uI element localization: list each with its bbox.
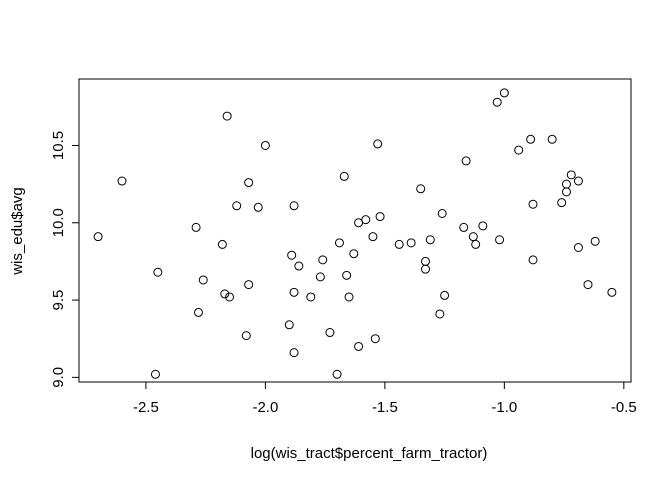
data-point [499, 88, 509, 98]
data-point [153, 267, 163, 277]
data-point [232, 201, 242, 211]
data-point [573, 176, 583, 186]
data-point [241, 331, 251, 341]
x-tick-label: -2.0 [252, 399, 278, 416]
data-point [284, 320, 294, 330]
data-point [244, 280, 254, 290]
data-point [117, 176, 127, 186]
data-point [332, 369, 342, 379]
data-point [437, 208, 447, 218]
data-point [573, 243, 583, 253]
data-point [526, 134, 536, 144]
data-point [294, 261, 304, 271]
data-point [583, 280, 593, 290]
data-point [244, 178, 254, 188]
data-point [193, 307, 203, 317]
data-point [471, 239, 481, 249]
data-point [514, 145, 524, 155]
data-point [566, 170, 576, 180]
data-point [459, 222, 469, 232]
data-point [342, 270, 352, 280]
data-point [435, 309, 445, 319]
y-tick-label: 10.5 [50, 131, 67, 160]
data-point [528, 199, 538, 209]
x-tick-label: -1.0 [491, 399, 517, 416]
data-point [315, 272, 325, 282]
data-point [607, 287, 617, 297]
data-point [318, 255, 328, 265]
data-point [220, 289, 230, 299]
data-point [420, 264, 430, 274]
data-point [344, 292, 354, 302]
data-point [528, 255, 538, 265]
data-point [361, 215, 371, 225]
data-point [561, 187, 571, 197]
data-point [394, 239, 404, 249]
data-point [225, 292, 235, 302]
data-point [590, 236, 600, 246]
data-point [93, 232, 103, 242]
data-point [349, 249, 359, 259]
data-point [222, 111, 232, 121]
data-point [416, 184, 426, 194]
data-point [217, 239, 227, 249]
data-point [325, 328, 335, 338]
data-point [375, 212, 385, 222]
data-point [287, 250, 297, 260]
y-tick-label: 9.0 [50, 367, 67, 388]
data-point [557, 198, 567, 208]
data-point [289, 201, 299, 211]
data-point [492, 97, 502, 107]
data-point [191, 222, 201, 232]
y-tick-label: 9.5 [50, 290, 67, 311]
y-axis: 9.0 9.5 10.0 10.5 [50, 131, 80, 388]
data-point [150, 369, 160, 379]
data-point [260, 140, 270, 150]
data-points [93, 88, 617, 379]
data-point [253, 202, 263, 212]
y-axis-label: wis_edu$avg [9, 187, 26, 276]
data-point [368, 232, 378, 242]
data-point [289, 287, 299, 297]
x-tick-label: -0.5 [611, 399, 637, 416]
data-point [373, 139, 383, 149]
data-point [547, 134, 557, 144]
data-point [440, 290, 450, 300]
data-point [561, 179, 571, 189]
plot-frame [78, 78, 632, 383]
y-tick-label: 10.0 [50, 208, 67, 237]
data-point [334, 238, 344, 248]
data-point [370, 334, 380, 344]
data-point [339, 171, 349, 181]
x-axis-label: log(wis_tract$percent_farm_tractor) [251, 445, 488, 462]
data-point [420, 256, 430, 266]
data-point [425, 235, 435, 245]
x-axis: -2.5 -2.0 -1.5 -1.0 -0.5 [133, 381, 637, 416]
data-point [289, 348, 299, 358]
data-point [478, 221, 488, 231]
x-tick-label: -2.5 [133, 399, 159, 416]
x-tick-label: -1.5 [372, 399, 398, 416]
data-point [354, 341, 364, 351]
data-point [198, 275, 208, 285]
data-point [468, 232, 478, 242]
data-point [406, 238, 416, 248]
data-point [495, 235, 505, 245]
data-point [461, 156, 471, 166]
data-point [306, 292, 316, 302]
